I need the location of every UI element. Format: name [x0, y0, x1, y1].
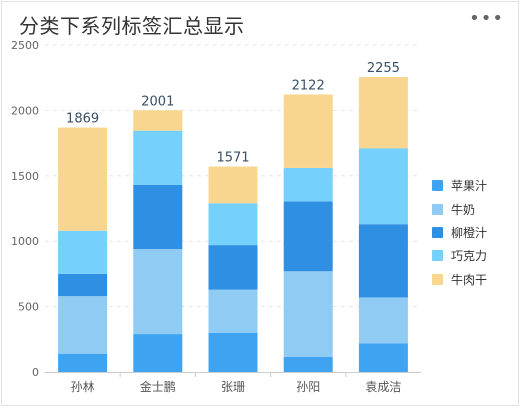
y-tick-label: 2500 — [11, 39, 39, 52]
legend-label: 牛肉干 — [451, 272, 488, 287]
more-horizontal-icon[interactable]: ••• — [469, 8, 504, 29]
legend-item[interactable]: 苹果汁 — [432, 174, 487, 197]
y-tick-label: 0 — [32, 366, 39, 379]
legend-swatch — [432, 250, 443, 262]
x-tick-label: 孙阳 — [296, 380, 320, 394]
legend-label: 巧克力 — [451, 249, 488, 264]
x-tick-label: 金士鹏 — [140, 379, 176, 394]
bar-segment — [283, 271, 333, 357]
bar-segment — [358, 224, 408, 298]
bar-segment — [58, 273, 108, 297]
x-tick-label: 张珊 — [221, 380, 245, 394]
bar-segment — [133, 110, 183, 131]
bar-segment — [283, 167, 333, 202]
bar-segment — [133, 334, 183, 372]
legend-swatch — [432, 273, 443, 285]
bar-segment — [133, 184, 183, 250]
chart-legend: 苹果汁牛奶柳橙汁巧克力牛肉干 — [432, 174, 487, 291]
legend-label: 柳橙汁 — [451, 225, 488, 240]
bar-segment — [58, 230, 108, 274]
bar-segment — [208, 332, 258, 372]
bar-segment — [208, 289, 258, 333]
legend-swatch — [432, 180, 443, 192]
legend-item[interactable]: 柳橙汁 — [432, 221, 487, 244]
bar-segment — [208, 203, 258, 246]
bar-segment — [208, 166, 258, 204]
bar-segment — [58, 353, 108, 372]
bar-segment — [283, 94, 333, 168]
legend-item[interactable]: 牛肉干 — [432, 268, 487, 291]
x-tick-label: 袁成洁 — [365, 380, 401, 394]
bar-segment — [283, 356, 333, 372]
y-tick-label: 2000 — [11, 104, 39, 117]
legend-item[interactable]: 牛奶 — [432, 197, 487, 220]
bar-total-label: 1571 — [216, 151, 249, 166]
y-tick-label: 500 — [18, 301, 39, 314]
y-tick-label: 1000 — [11, 235, 39, 248]
legend-label: 苹果汁 — [451, 179, 488, 194]
bar-segment — [133, 249, 183, 335]
legend-item[interactable]: 巧克力 — [432, 244, 487, 267]
legend-label: 牛奶 — [451, 202, 476, 217]
bar-segment — [58, 296, 108, 354]
legend-swatch — [432, 226, 443, 238]
bar-total-label: 2122 — [292, 78, 325, 93]
bar-segment — [208, 245, 258, 290]
bar-segment — [283, 201, 333, 272]
bar-segment — [58, 127, 108, 231]
bar-segment — [358, 148, 408, 225]
bar-total-label: 1869 — [66, 112, 99, 127]
bar-segment — [358, 77, 408, 149]
bar-segment — [358, 343, 408, 372]
x-tick-label: 孙林 — [71, 380, 95, 394]
legend-swatch — [432, 203, 443, 215]
bar-segment — [358, 297, 408, 344]
y-tick-label: 1500 — [11, 170, 39, 183]
bar-segment — [133, 130, 183, 185]
bar-total-label: 2255 — [367, 61, 400, 76]
bar-total-label: 2001 — [141, 94, 174, 109]
chart-title: 分类下系列标签汇总显示 — [19, 14, 245, 38]
